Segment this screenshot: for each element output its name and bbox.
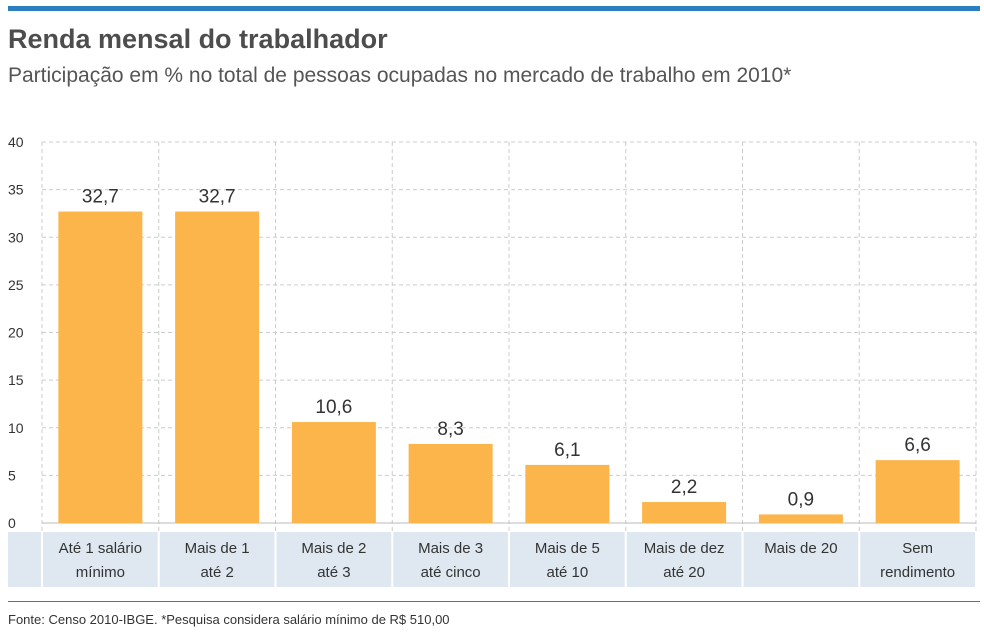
y-tick-label: 40 [8,134,24,150]
bar [58,211,143,523]
y-tick-label: 35 [8,182,24,198]
y-tick-label: 30 [8,229,24,245]
y-tick-label: 10 [8,420,24,436]
x-tick-label: Mais de 2 [301,540,366,557]
data-label: 32,7 [82,187,119,208]
x-tick-label: Mais de dez [644,540,725,557]
y-tick-label: 5 [8,467,16,483]
bar [408,443,493,523]
x-tick-label: até 20 [663,564,705,581]
bar [875,460,960,523]
x-tick-label: Mais de 20 [764,540,837,557]
x-tick-label: até cinco [421,564,481,581]
data-label: 8,3 [437,419,463,440]
footer-rule [8,601,980,602]
x-tick-label: até 3 [317,564,350,581]
bar [291,422,376,523]
y-tick-label: 20 [8,325,24,341]
category-band [8,532,976,587]
bar [642,502,727,523]
top-accent-rule [8,6,980,11]
bar [758,514,843,523]
y-tick-label: 25 [8,277,24,293]
data-label: 6,6 [904,435,930,456]
data-label: 6,1 [554,440,580,461]
x-tick-label: Até 1 salário [59,540,142,557]
x-tick-label: mínimo [76,564,125,581]
x-tick-label: Mais de 5 [535,540,600,557]
bar [175,211,260,523]
x-tick-label: Sem [902,540,933,557]
x-tick-label: até 10 [547,564,589,581]
x-tick-label: Mais de 3 [418,540,483,557]
x-tick-label: até 2 [200,564,233,581]
chart-subtitle: Participação em % no total de pessoas oc… [8,64,792,87]
data-label: 0,9 [788,489,814,510]
data-label: 10,6 [315,397,352,418]
x-tick-label: Mais de 1 [185,540,250,557]
data-label: 2,2 [671,477,697,498]
bar-chart: 0 5 10 15 20 25 30 35 40 32,7 Até 1 salário mínimo 3… [8,134,977,587]
x-tick-label: rendimento [880,564,955,581]
y-tick-label: 15 [8,372,24,388]
bar [525,464,610,523]
source-note: Fonte: Censo 2010-IBGE. *Pesquisa consid… [8,612,450,627]
y-tick-label: 0 [8,515,16,531]
data-label: 32,7 [199,187,236,208]
chart-title: Renda mensal do trabalhador [8,24,388,54]
